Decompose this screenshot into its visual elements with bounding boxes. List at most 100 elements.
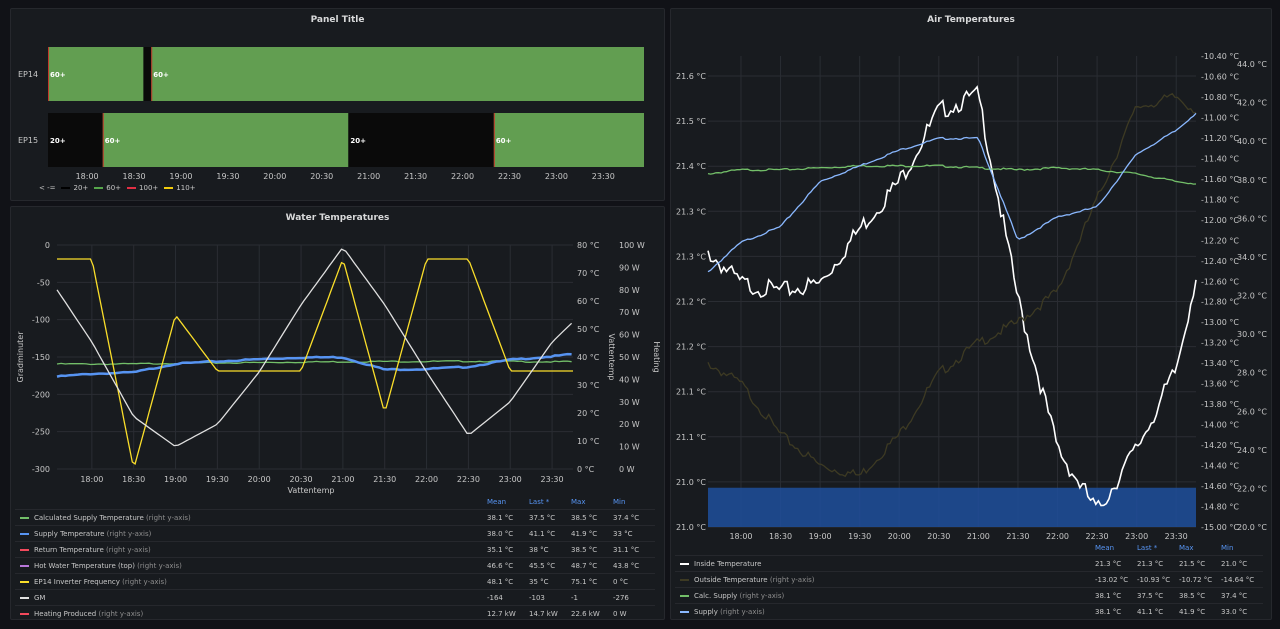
state-legend: < -= 20+ 60+ 100+ 110+ <box>39 184 196 192</box>
legend-value: -276 <box>613 589 655 606</box>
legend-value: 41.1 °C <box>529 525 571 542</box>
right-tick-label: -10.60 °C <box>1201 72 1239 81</box>
legend-column-header[interactable]: Max <box>571 498 586 506</box>
state-segment <box>102 113 349 167</box>
series-line <box>56 359 572 366</box>
x-tick-label: 20:30 <box>290 475 313 484</box>
legend-value: 41.9 °C <box>1179 603 1221 619</box>
legend-value: -164 <box>487 589 529 606</box>
legend-row[interactable]: Supply Temperature (right y-axis) 38.0 °C… <box>15 525 655 542</box>
legend-item[interactable]: 110+ <box>158 184 196 192</box>
right2-tick-label: 30.0 °C <box>1237 330 1267 339</box>
legend-value: 38.5 °C <box>1179 587 1221 604</box>
legend-column-header[interactable]: Min <box>613 498 626 506</box>
right-axis-label: Vattentemp <box>607 334 616 381</box>
air-temperatures-panel: Air Temperatures 21.6 °C 21.5 °C 21.4 °C 21… <box>670 8 1272 620</box>
left-tick-label: 21.3 °C <box>676 207 706 216</box>
legend-item[interactable]: 100+ <box>121 184 158 192</box>
x-tick-label: 21:00 <box>331 475 354 484</box>
legend-row[interactable]: Supply (right y-axis) 38.1 °C 41.1 °C 41.9 … <box>675 603 1263 619</box>
x-axis-label: Vattentemp <box>288 486 335 495</box>
panel-title[interactable]: Panel Title <box>310 15 365 25</box>
legend-item[interactable]: 60+ <box>88 184 121 192</box>
legend-item[interactable]: 20+ <box>55 184 88 192</box>
legend-row[interactable]: Hot Water Temperature (top) (right y-axi… <box>15 557 655 574</box>
right-tick-label: 40 °C <box>577 353 600 362</box>
x-tick-label: 21:30 <box>404 172 427 181</box>
legend-label: 110+ <box>176 184 196 192</box>
legend-row[interactable]: Calc. Supply (right y-axis) 38.1 °C 37.5 °… <box>675 587 1263 604</box>
right2-tick-label: 40.0 °C <box>1237 137 1267 146</box>
right2-tick-label: 22.0 °C <box>1237 484 1267 493</box>
x-tick-label: 19:30 <box>216 172 239 181</box>
legend-series-name[interactable]: Return Temperature <box>34 545 104 554</box>
right-tick-label: -12.60 °C <box>1201 277 1239 286</box>
legend-series-name[interactable]: Hot Water Temperature (top) <box>34 561 135 570</box>
right-tick-label: 70 °C <box>577 269 600 278</box>
legend-value: 41.1 °C <box>1137 603 1179 619</box>
legend-column-header[interactable]: Min <box>1221 544 1234 552</box>
right-tick-label: 50 °C <box>577 325 600 334</box>
left-tick-label: 21.0 °C <box>676 478 706 487</box>
legend-column-header[interactable]: Max <box>1179 544 1194 552</box>
legend-swatch <box>20 548 29 551</box>
legend-row[interactable]: EP14 Inverter Frequency (right y-axis) 48… <box>15 573 655 590</box>
legend-value: 22.6 kW <box>571 605 613 621</box>
legend-series-name[interactable]: Supply Temperature <box>34 529 105 538</box>
left-tick-label: 21.5 °C <box>676 117 706 126</box>
left-tick-label: 21.1 °C <box>676 433 706 442</box>
legend-series-name[interactable]: EP14 Inverter Frequency <box>34 577 120 586</box>
legend-series-suffix: (right y-axis) <box>737 591 785 600</box>
legend-row[interactable]: Calculated Supply Temperature (right y-a… <box>15 509 655 526</box>
left-tick-label: 21.3 °C <box>676 252 706 261</box>
x-tick-label: 18:00 <box>80 475 103 484</box>
right2-tick-label: 40 W <box>619 375 640 384</box>
legend-value: 37.5 °C <box>529 509 571 526</box>
right2-axis-label: Heating <box>652 341 661 372</box>
right-tick-label: -12.00 °C <box>1201 216 1239 225</box>
legend-row[interactable]: Return Temperature (right y-axis) 35.1 °C… <box>15 541 655 558</box>
x-tick-label: 20:00 <box>888 532 911 541</box>
right2-tick-label: 90 W <box>619 263 640 272</box>
right2-tick-label: 20 W <box>619 420 640 429</box>
state-segment <box>151 47 645 101</box>
legend-value: 38.1 °C <box>487 509 529 526</box>
legend-row[interactable]: Heating Produced (right y-axis) 12.7 kW 14… <box>15 605 655 621</box>
legend-series-name[interactable]: Outside Temperature <box>694 575 768 584</box>
legend-column-header[interactable]: Last * <box>529 498 550 506</box>
right-tick-label: -13.20 °C <box>1201 339 1239 348</box>
legend-series-name[interactable]: Supply <box>694 607 718 616</box>
state-timeline-chart: EP14 60+ 60+ EP15 20+ 60+ 20+ 60+ 18:00 18:30 19:0… <box>18 47 645 181</box>
legend-column-header[interactable]: Last * <box>1137 544 1158 552</box>
legend-swatch <box>20 580 29 583</box>
right-tick-label: -13.40 °C <box>1201 359 1239 368</box>
legend-row[interactable]: Inside Temperature 21.3 °C 21.3 °C 21.5 °C 2… <box>675 555 1263 572</box>
legend-value: 38.5 °C <box>571 509 613 526</box>
legend-column-header[interactable]: Mean <box>487 498 507 506</box>
right-tick-label: 20 °C <box>577 409 600 418</box>
legend-series-name[interactable]: GM <box>34 593 46 602</box>
legend-column-header[interactable]: Mean <box>1095 544 1115 552</box>
panel-title[interactable]: Air Temperatures <box>927 15 1015 25</box>
legend-label: < -= <box>39 184 56 192</box>
right2-tick-label: 34.0 °C <box>1237 253 1267 262</box>
legend-series-name[interactable]: Calc. Supply <box>694 591 738 600</box>
x-tick-label: 21:00 <box>357 172 380 181</box>
panel-title[interactable]: Water Temperatures <box>285 213 390 223</box>
air-temperatures-chart: 21.6 °C 21.5 °C 21.4 °C 21.3 °C 21.3 °C 21.2 … <box>676 52 1267 541</box>
legend-series-name[interactable]: Calculated Supply Temperature <box>34 513 144 522</box>
legend-row[interactable]: Outside Temperature (right y-axis) -13.02… <box>675 571 1263 588</box>
right-tick-label: 0 °C <box>577 465 595 474</box>
legend-item[interactable]: < -= <box>39 184 55 192</box>
x-tick-label: 23:30 <box>1165 532 1188 541</box>
x-tick-label: 20:00 <box>263 172 286 181</box>
left-tick-label: -200 <box>32 390 50 399</box>
legend-series-name[interactable]: Inside Temperature <box>694 559 762 568</box>
right2-tick-label: 30 W <box>619 398 640 407</box>
right-tick-label: -14.40 °C <box>1201 462 1239 471</box>
x-tick-label: 21:00 <box>967 532 990 541</box>
left-tick-label: -150 <box>32 353 50 362</box>
x-tick-label: 22:00 <box>1046 532 1069 541</box>
legend-row[interactable]: GM -164 -103 -1 -276 <box>15 589 655 606</box>
legend-series-name[interactable]: Heating Produced <box>34 609 97 618</box>
